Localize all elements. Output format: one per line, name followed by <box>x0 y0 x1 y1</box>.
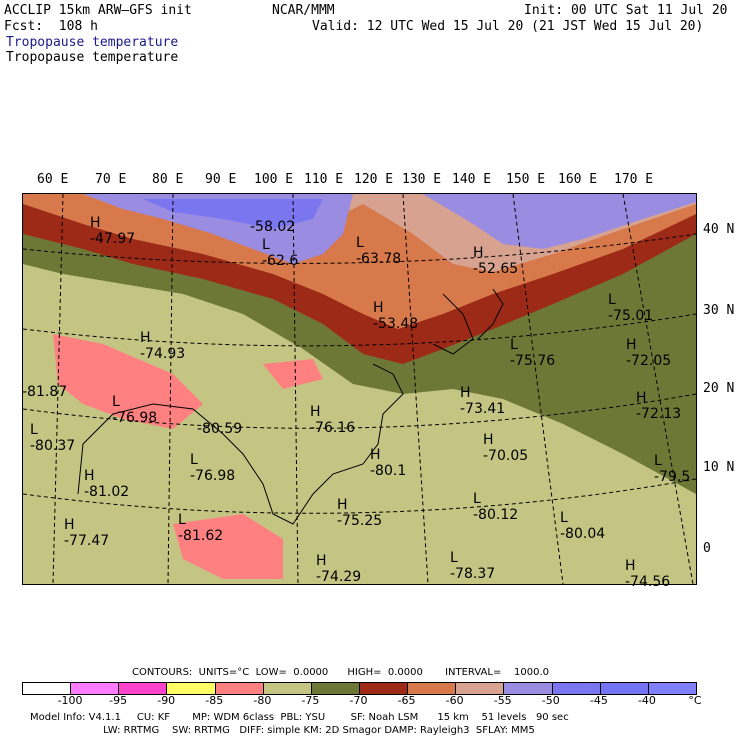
contour-info: CONTOURS: UNITS=°C LOW= 0.0000 HIGH= 0.0… <box>132 667 550 678</box>
forecast-hour: Fcst: 108 h <box>4 19 98 34</box>
longitude-label: 130 E <box>402 172 442 187</box>
legend-tick-label: -80 <box>253 694 272 707</box>
latitude-label: 20 N <box>703 381 735 396</box>
model-title: ACCLIP 15km ARW–GFS init <box>4 3 192 18</box>
map-extreme-label: H -75.25 <box>337 497 383 529</box>
longitude-label: 120 E <box>354 172 394 187</box>
init-time: Init: 00 UTC Sat 11 Jul 20 <box>524 3 728 18</box>
map-extreme-label: H -53.48 <box>373 300 419 332</box>
map-extreme-label: L -62.6 <box>262 237 299 269</box>
map-extreme-label: L -76.98 <box>112 394 158 426</box>
map-extreme-label: -58.02 <box>250 219 296 235</box>
legend-swatch <box>71 683 120 694</box>
map-extreme-label: L -63.78 <box>356 235 402 267</box>
legend-tick-label: -70 <box>349 694 368 707</box>
map-extreme-label: H -73.41 <box>460 385 506 417</box>
latitude-label: 30 N <box>703 303 735 318</box>
legend-tick-label: -100 <box>57 694 83 707</box>
legend-tick-label: -60 <box>445 694 464 707</box>
map-extreme-label: L -75.01 <box>608 292 654 324</box>
legend-tick-label: °C <box>688 694 702 707</box>
legend-tick-label: -45 <box>589 694 608 707</box>
legend-swatch <box>600 683 649 694</box>
map-extreme-label: H -77.47 <box>64 517 110 549</box>
legend-tick-label: -55 <box>493 694 512 707</box>
legend-tick-label: -75 <box>301 694 320 707</box>
longitude-label: 60 E <box>37 172 69 187</box>
latitude-label: 0 <box>703 541 711 556</box>
map-extreme-label: H -72.05 <box>626 337 672 369</box>
map-extreme-label: L -79.5 <box>654 453 691 485</box>
color-legend <box>22 682 697 695</box>
map-extreme-label: H -74.29 <box>316 553 362 585</box>
field-title-1: Tropopause temperature <box>6 35 179 50</box>
longitude-label: 150 E <box>506 172 546 187</box>
map-extreme-label: H -52.65 <box>473 245 519 277</box>
legend-swatch <box>311 683 360 694</box>
latitude-label: 10 N <box>703 460 735 475</box>
legend-swatch <box>552 683 601 694</box>
map-extreme-label: L -80.04 <box>560 510 606 542</box>
latitude-label: 40 N <box>703 222 735 237</box>
longitude-label: 140 E <box>452 172 492 187</box>
longitude-label: 80 E <box>152 172 184 187</box>
map-extreme-label: H -72.13 <box>636 390 682 422</box>
legend-tick-label: -65 <box>397 694 416 707</box>
map-panel <box>22 193 697 585</box>
map-extreme-label: H -47.97 <box>90 215 136 247</box>
legend-tick-label: -50 <box>541 694 560 707</box>
map-extreme-label: L -75.76 <box>510 337 556 369</box>
tropopause-field <box>23 194 696 584</box>
map-extreme-label: H -80.1 <box>370 447 407 479</box>
center-name: NCAR/MMM <box>272 3 335 18</box>
legend-swatch <box>408 683 457 694</box>
longitude-label: 110 E <box>304 172 344 187</box>
map-extreme-label: H -74.93 <box>140 330 186 362</box>
legend-swatch <box>119 683 168 694</box>
map-extreme-label: L -78.37 <box>450 550 496 582</box>
legend-tick-label: -40 <box>637 694 656 707</box>
model-info-line-1: Model Info: V4.1.1 CU: KF MP: WDM 6class… <box>30 712 569 723</box>
legend-swatch <box>23 683 72 694</box>
legend-swatch <box>263 683 312 694</box>
legend-swatch <box>504 683 553 694</box>
map-extreme-label: H -74.56 <box>625 558 671 590</box>
map-extreme-label: L -80.12 <box>473 491 519 523</box>
map-extreme-label: H -70.05 <box>483 432 529 464</box>
legend-tick-label: -95 <box>109 694 128 707</box>
longitude-label: 70 E <box>95 172 127 187</box>
map-extreme-label: -80.59 <box>197 421 243 437</box>
legend-swatch <box>167 683 216 694</box>
map-extreme-label: L -81.62 <box>178 512 224 544</box>
map-extreme-label: L -80.37 <box>30 422 76 454</box>
legend-swatch <box>359 683 409 694</box>
map-extreme-label: L -76.98 <box>190 452 236 484</box>
model-info-line-2: LW: RRTMG SW: RRTMG DIFF: simple KM: 2D … <box>30 725 535 736</box>
legend-swatch <box>456 683 505 694</box>
longitude-label: 170 E <box>614 172 654 187</box>
map-extreme-label: -81.87 <box>22 384 68 400</box>
legend-tick-label: -90 <box>157 694 176 707</box>
legend-swatch <box>215 683 264 694</box>
valid-time: Valid: 12 UTC Wed 15 Jul 20 (21 JST Wed … <box>312 19 704 34</box>
longitude-label: 90 E <box>205 172 237 187</box>
longitude-label: 100 E <box>254 172 294 187</box>
field-title-2: Tropopause temperature <box>6 50 179 65</box>
legend-swatch <box>648 683 696 694</box>
longitude-label: 160 E <box>558 172 598 187</box>
legend-tick-label: -85 <box>205 694 224 707</box>
map-extreme-label: H -81.02 <box>84 468 130 500</box>
map-extreme-label: H -76.16 <box>310 404 356 436</box>
